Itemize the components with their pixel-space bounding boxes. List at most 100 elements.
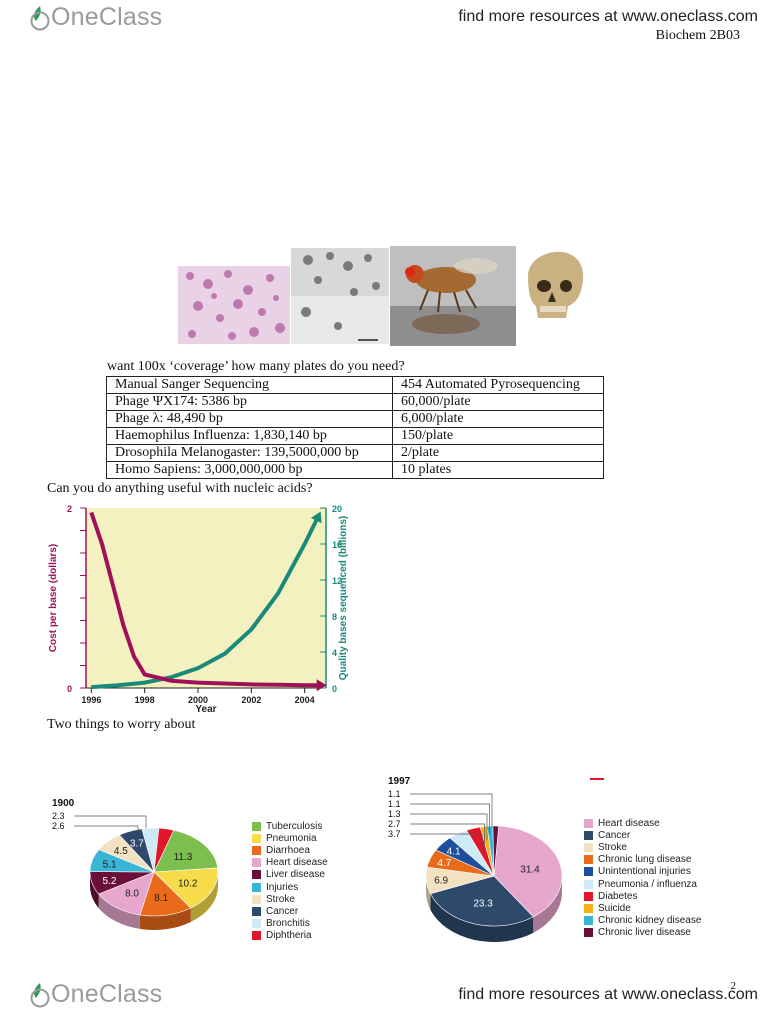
x-tick-label: 1996 [81, 695, 101, 705]
legend-swatch [252, 858, 261, 868]
leader-line [410, 813, 488, 840]
legend-item: Stroke [584, 841, 701, 853]
legend-label: Pneumonia / influenza [598, 878, 697, 890]
table-cell: Homo Sapiens: 3,000,000,000 bp [106, 461, 393, 479]
legend-item: Pneumonia / influenza [584, 878, 701, 890]
legend-swatch [584, 916, 593, 926]
legend-swatch [584, 855, 593, 865]
legend-item: Diphtheria [252, 930, 328, 942]
pie-slice-side [426, 876, 431, 910]
nucleic-acids-question: Can you do anything useful with nucleic … [47, 481, 313, 496]
pie-slice [139, 871, 192, 917]
table-cell: 60,000/plate [392, 393, 604, 411]
pie-value-label: 10.2 [178, 879, 198, 890]
legend-label: Diabetes [598, 890, 638, 902]
pie-slice [153, 829, 219, 873]
legend-swatch [584, 818, 593, 828]
table-row: Drosophila Melanogaster: 139,5000,000 bp… [106, 444, 604, 462]
legend-label: Liver disease [266, 869, 325, 881]
legend-label: Diphtheria [266, 930, 312, 942]
oneclass-logo[interactable]: OneClass [30, 3, 162, 32]
legend-label: Diarrhoea [266, 844, 310, 856]
specimen-images [178, 246, 584, 346]
table-cell: Phage ΨX174: 5386 bp [106, 393, 393, 411]
x-tick-label: 2000 [188, 695, 208, 705]
legend-swatch [252, 833, 261, 843]
right-tick-label: 4 [332, 648, 337, 658]
legend-item: Cancer [584, 829, 701, 841]
pie-value-label: 11.3 [174, 852, 193, 863]
right-tick-label: 16 [332, 540, 342, 550]
legend-label: Chronic kidney disease [598, 915, 702, 927]
legend-label: Heart disease [266, 857, 328, 869]
legend-label: Cancer [266, 905, 299, 917]
chart-right-y-label: Quality bases sequenced (billions) [338, 516, 349, 681]
legend-label: Unintentional injuries [598, 866, 691, 878]
leader-line [410, 833, 483, 852]
chart-plot-area [86, 508, 326, 688]
pie-chart-1997: 1997 1.1 1.1 1.3 2.7 3.7 31.4 23.3 6.9 4.7 4.1 H… [384, 776, 714, 956]
legend-swatch [252, 919, 261, 929]
find-resources-link[interactable]: find more resources at www.oneclass.com [458, 8, 758, 25]
legend-label: Pneumonia [266, 832, 317, 844]
legend-label: Injuries [266, 881, 299, 893]
human-skull-photo [528, 251, 584, 318]
legend-label: Stroke [598, 841, 627, 853]
pie-chart-1900: 1900 2.3 2.6 11.3 10.2 8.1 8.0 5.2 5.1 4.5 3.7 … [46, 798, 346, 948]
table-row: Homo Sapiens: 3,000,000,000 bp 10 plates [106, 461, 604, 479]
left-tick-label: 0 [67, 684, 72, 694]
legend-swatch [252, 894, 261, 904]
pie-slice-side [430, 893, 534, 942]
legend-item: Chronic kidney disease [584, 915, 701, 927]
table-row: Phage λ: 48,490 bp 6,000/plate [106, 410, 604, 428]
oneclass-footer-logo[interactable]: OneClass [30, 980, 162, 1009]
table-header-cell: Manual Sanger Sequencing [106, 376, 393, 394]
pie-small-label: 2.3 [52, 811, 65, 821]
oneclass-leaf-icon [30, 5, 50, 30]
find-resources-footer-link[interactable]: find more resources at www.oneclass.com [458, 986, 758, 1003]
pie-value-label: 6.9 [434, 876, 448, 887]
pie-slice-side [98, 894, 140, 929]
legend-item: Diabetes [584, 890, 701, 902]
legend-swatch [252, 931, 261, 941]
pie-slice [492, 825, 500, 877]
legend-swatch [252, 906, 261, 916]
pie-value-label: 4.5 [114, 846, 128, 857]
legend-swatch [252, 870, 261, 880]
pie-small-label: 3.7 [388, 829, 401, 839]
page-number: 2 [730, 980, 737, 992]
fruit-fly-photo [390, 246, 516, 346]
logo-text: OneClass [51, 980, 163, 1008]
right-tick-label: 12 [332, 576, 342, 586]
pie-value-label: 23.3 [473, 898, 493, 909]
table-cell: 150/plate [392, 427, 604, 445]
pie-slice-side [90, 872, 99, 909]
legend-swatch [584, 867, 593, 877]
pie-slice-side [139, 907, 191, 930]
pie-value-label: 31.4 [520, 865, 540, 876]
right-tick-label: 20 [332, 504, 342, 514]
logo-text: OneClass [51, 3, 163, 31]
pie-small-label: 1.1 [388, 789, 401, 799]
bases-sequenced-line [91, 516, 320, 690]
legend-swatch [584, 928, 593, 938]
legend-item: Chronic liver disease [584, 927, 701, 939]
oneclass-leaf-icon [30, 982, 50, 1007]
legend-item: Diarrhoea [252, 844, 328, 856]
table-header-cell: 454 Automated Pyrosequencing [392, 376, 604, 394]
legend-swatch [584, 842, 593, 852]
worry-heading: Two things to worry about [47, 717, 196, 732]
legend-label: Heart disease [598, 817, 660, 829]
legend-swatch [252, 882, 261, 892]
table-cell: 6,000/plate [392, 410, 604, 428]
legend-label: Chronic lung disease [598, 854, 692, 866]
course-code: Biochem 2B03 [655, 28, 740, 43]
legend-item: Unintentional injuries [584, 866, 701, 878]
sequencing-table: Manual Sanger Sequencing 454 Automated P… [106, 376, 604, 479]
table-row: Haemophilus Influenza: 1,830,140 bp 150/… [106, 427, 604, 445]
table-cell: Phage λ: 48,490 bp [106, 410, 393, 428]
legend-swatch [252, 821, 261, 831]
table-cell: Drosophila Melanogaster: 139,5000,000 bp [106, 444, 393, 462]
leader-line [74, 825, 139, 832]
x-tick-label: 2004 [295, 695, 315, 705]
